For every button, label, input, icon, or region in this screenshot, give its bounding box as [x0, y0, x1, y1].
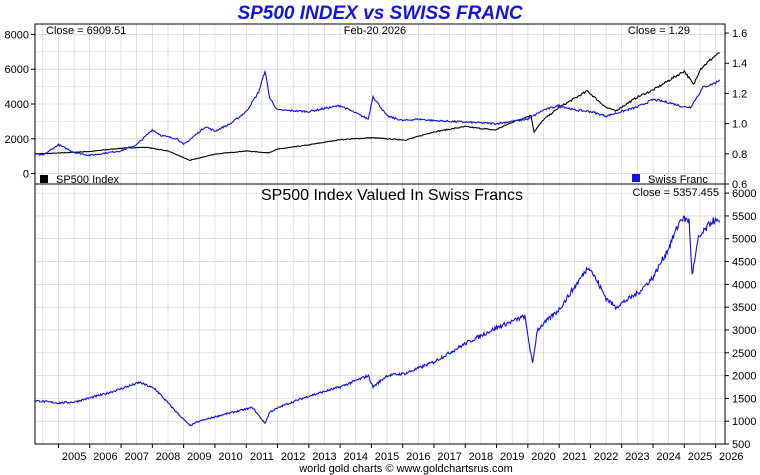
right-tick-label: 1.4	[732, 58, 747, 70]
x-tick-label: 2011	[250, 451, 274, 463]
bottom-right-axis-ticks: 500 1000 1500 2000 2500 3000 3500 4000 4500 5000 5…	[725, 188, 756, 451]
bottom-right-tick-label: 6000	[732, 188, 756, 200]
x-tick-label: 2019	[500, 451, 524, 463]
bottom-panel-frame	[34, 183, 726, 445]
footer-credit: world gold charts © www.goldchartsrus.co…	[298, 463, 513, 475]
left-tick-label: 6000	[5, 64, 29, 76]
bottom-right-tick-label: 5500	[732, 211, 756, 223]
right-tick-label: 1.0	[732, 119, 747, 131]
chart-title: SP500 INDEX vs SWISS FRANC	[237, 3, 522, 24]
right-tick-label: 1.6	[732, 28, 747, 40]
franc-legend-label: Swiss Franc	[648, 174, 708, 186]
left-tick-label: 8000	[5, 29, 29, 41]
top-right-axis-ticks: 0.6 0.8 1.0 1.2 1.4 1.6	[725, 28, 747, 191]
right-tick-label: 0.8	[732, 149, 747, 161]
sp500-legend-label: SP500 Index	[56, 174, 119, 186]
x-tick-label: 2010	[218, 451, 242, 463]
bottom-right-tick-label: 3000	[732, 325, 756, 337]
bottom-right-tick-label: 1000	[732, 416, 756, 428]
sp500-line	[34, 52, 720, 161]
left-tick-label: 0	[23, 169, 29, 181]
right-tick-label: 1.2	[732, 88, 747, 100]
x-tick-label: 2016	[406, 451, 430, 463]
bottom-panel-gridlines	[35, 184, 725, 445]
bottom-right-tick-label: 4500	[732, 257, 756, 269]
x-tick-label: 2024	[656, 451, 680, 463]
bottom-right-tick-label: 500	[732, 439, 750, 451]
x-axis-ticks: 2005 2006 2007 2008 2009 2010 2011 2012 2013 2014…	[57, 444, 744, 463]
x-tick-label: 2026	[719, 451, 743, 463]
x-tick-label: 2015	[375, 451, 399, 463]
x-tick-label: 2023	[625, 451, 649, 463]
lower-chart-title: SP500 Index Valued In Swiss Francs	[261, 187, 523, 204]
franc-close-readout: Close = 1.29	[628, 25, 690, 37]
bottom-right-tick-label: 2500	[732, 348, 756, 360]
sp500-close-readout: Close = 6909.51	[46, 25, 126, 37]
x-tick-label: 2006	[93, 451, 117, 463]
x-tick-label: 2025	[688, 451, 712, 463]
x-tick-label: 2012	[281, 451, 305, 463]
x-tick-label: 2005	[62, 451, 86, 463]
x-tick-label: 2013	[312, 451, 336, 463]
x-tick-label: 2008	[156, 451, 180, 463]
x-tick-label: 2021	[563, 451, 587, 463]
sp500-legend-swatch	[40, 175, 48, 183]
bottom-right-tick-label: 5000	[732, 234, 756, 246]
x-tick-label: 2022	[594, 451, 618, 463]
right-tick-label: 0.6	[732, 179, 747, 191]
x-tick-label: 2018	[469, 451, 493, 463]
x-tick-label: 2017	[437, 451, 461, 463]
bottom-right-tick-label: 3500	[732, 302, 756, 314]
sp500-in-francs-line	[34, 215, 721, 427]
left-tick-label: 4000	[5, 99, 29, 111]
top-panel-series	[34, 52, 721, 161]
bottom-panel-series	[34, 215, 721, 427]
bottom-right-tick-label: 4000	[732, 279, 756, 291]
x-tick-label: 2007	[124, 451, 148, 463]
left-tick-label: 2000	[5, 134, 29, 146]
date-readout: Feb-20 2026	[344, 25, 406, 37]
top-left-axis-ticks: 0 2000 4000 6000 8000	[5, 29, 35, 181]
x-tick-label: 2020	[531, 451, 555, 463]
x-tick-label: 2009	[187, 451, 211, 463]
x-tick-label: 2014	[344, 451, 368, 463]
franc-legend-swatch	[632, 174, 640, 182]
ratio-close-readout: Close = 5357.455	[632, 187, 719, 199]
top-panel-gridlines	[35, 24, 725, 184]
bottom-right-tick-label: 2000	[732, 371, 756, 383]
swiss-franc-line	[34, 69, 721, 157]
bottom-right-tick-label: 1500	[732, 393, 756, 405]
